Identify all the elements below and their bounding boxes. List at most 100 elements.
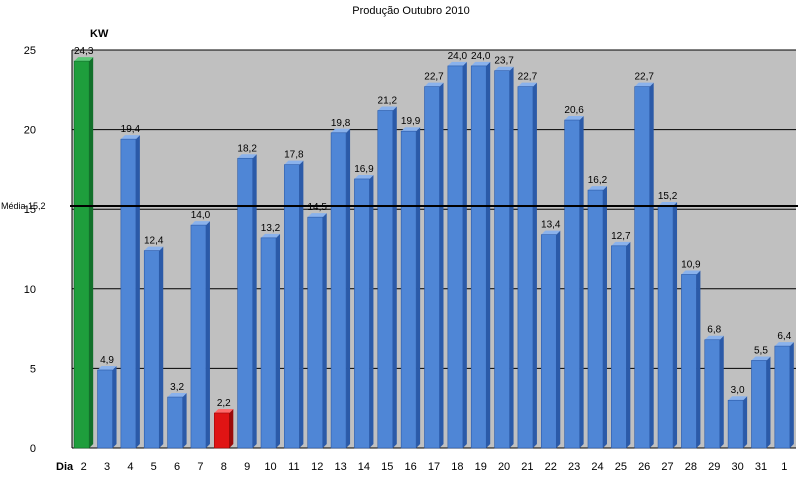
bar-front-face — [540, 234, 557, 449]
bar-front-face — [424, 86, 440, 449]
bar-side-face — [439, 82, 444, 448]
bar-side-face — [626, 241, 631, 448]
data-label: 12,7 — [611, 231, 631, 242]
bar-day-5 — [143, 246, 164, 449]
data-label: 16,9 — [354, 164, 374, 175]
bar-front-face — [634, 86, 650, 449]
bar-side-face — [392, 106, 397, 448]
bar-top-face — [611, 241, 631, 246]
data-label: 13,2 — [261, 223, 281, 234]
bar-front-face — [120, 138, 137, 449]
bar-day-27 — [657, 202, 678, 449]
bar-top-face — [144, 246, 164, 251]
data-label: 5,5 — [754, 345, 768, 356]
bar-top-face — [704, 335, 724, 340]
x-tick-label: 8 — [221, 461, 227, 473]
data-label: 14,5 — [307, 202, 327, 213]
bar-top-face — [401, 127, 421, 132]
bar-front-face — [73, 60, 90, 449]
bar-day-12 — [307, 213, 327, 449]
bar-top-face — [284, 160, 304, 165]
bar-front-face — [704, 339, 721, 449]
bar-day-2 — [73, 57, 94, 449]
bar-side-face — [532, 82, 537, 448]
bar-front-face — [190, 224, 207, 449]
data-label: 17,8 — [284, 150, 304, 161]
data-label: 6,4 — [777, 331, 791, 342]
x-tick-label: 27 — [661, 461, 673, 473]
y-tick-label: 15 — [24, 204, 36, 216]
bar-side-face — [416, 127, 421, 448]
bar-side-face — [743, 396, 748, 448]
data-label: 14,0 — [191, 210, 211, 221]
bar-side-face — [556, 230, 561, 448]
bar-day-15 — [377, 106, 397, 449]
bar-day-14 — [354, 174, 374, 449]
bar-side-face — [462, 61, 467, 449]
x-tick-label: 18 — [451, 461, 463, 473]
data-label: 22,7 — [518, 72, 538, 83]
bar-day-26 — [634, 82, 654, 449]
bar-side-face — [789, 342, 794, 448]
bar-side-face — [135, 135, 140, 449]
data-label: 12,4 — [144, 236, 164, 247]
bar-day-13 — [330, 128, 351, 449]
bar-side-face — [159, 246, 164, 448]
bar-day-23 — [564, 116, 584, 449]
bar-side-face — [509, 66, 514, 449]
y-tick-label: 20 — [24, 125, 36, 137]
bar-day-4 — [120, 135, 140, 449]
y-tick-label: 25 — [24, 45, 36, 57]
bar-day-21 — [517, 82, 537, 449]
bar-day-8 — [214, 408, 234, 449]
bar-day-19 — [470, 61, 491, 449]
bar-side-face — [673, 202, 678, 448]
y-tick-label: 10 — [24, 284, 36, 296]
bar-top-face — [728, 396, 748, 401]
bar-side-face — [719, 335, 724, 448]
x-tick-label: 9 — [244, 461, 250, 473]
bar-side-face — [486, 61, 491, 449]
bar-day-1 — [774, 342, 794, 449]
bar-front-face — [564, 119, 580, 449]
x-tick-label: 5 — [151, 461, 157, 473]
chart-title: Produção Outubro 2010 — [352, 5, 469, 17]
data-label: 15,2 — [658, 191, 678, 202]
data-label: 3,2 — [170, 382, 184, 393]
bar-top-face — [190, 221, 210, 226]
y-tick-label: 5 — [30, 363, 36, 375]
x-tick-label: 17 — [428, 461, 440, 473]
x-tick-label: 25 — [615, 461, 627, 473]
data-label: 19,4 — [121, 124, 141, 135]
data-label: 16,2 — [588, 175, 608, 186]
x-axis-label: Dia — [56, 461, 74, 473]
bar-day-22 — [540, 230, 561, 449]
x-tick-label: 30 — [731, 461, 743, 473]
bar-side-face — [579, 116, 584, 448]
x-tick-label: 3 — [104, 461, 110, 473]
plot-area: 0 5 10 15 20 25 24,3 2 4,9 3 19,4 4 12,4 5 3,2 6 14,0 7 2,… — [1, 45, 798, 473]
bar-top-face — [261, 233, 281, 238]
data-label: 19,9 — [401, 116, 421, 127]
bar-front-face — [354, 178, 370, 449]
data-label: 10,9 — [681, 259, 701, 270]
bar-day-30 — [727, 396, 748, 449]
bar-top-face — [681, 270, 701, 275]
bar-top-face — [751, 356, 771, 361]
x-tick-label: 13 — [334, 461, 346, 473]
bar-top-face — [424, 82, 444, 87]
x-tick-label: 26 — [638, 461, 650, 473]
bar-front-face — [774, 345, 791, 449]
bar-front-face — [260, 237, 277, 449]
bar-top-face — [634, 82, 654, 87]
bar-top-face — [331, 128, 351, 133]
x-tick-label: 20 — [498, 461, 510, 473]
bar-front-face — [214, 412, 230, 449]
bar-side-face — [112, 365, 117, 448]
bar-day-17 — [424, 82, 444, 449]
data-label: 24,0 — [448, 51, 468, 62]
bar-front-face — [167, 396, 183, 449]
bar-day-28 — [681, 270, 701, 449]
bar-front-face — [517, 86, 534, 449]
